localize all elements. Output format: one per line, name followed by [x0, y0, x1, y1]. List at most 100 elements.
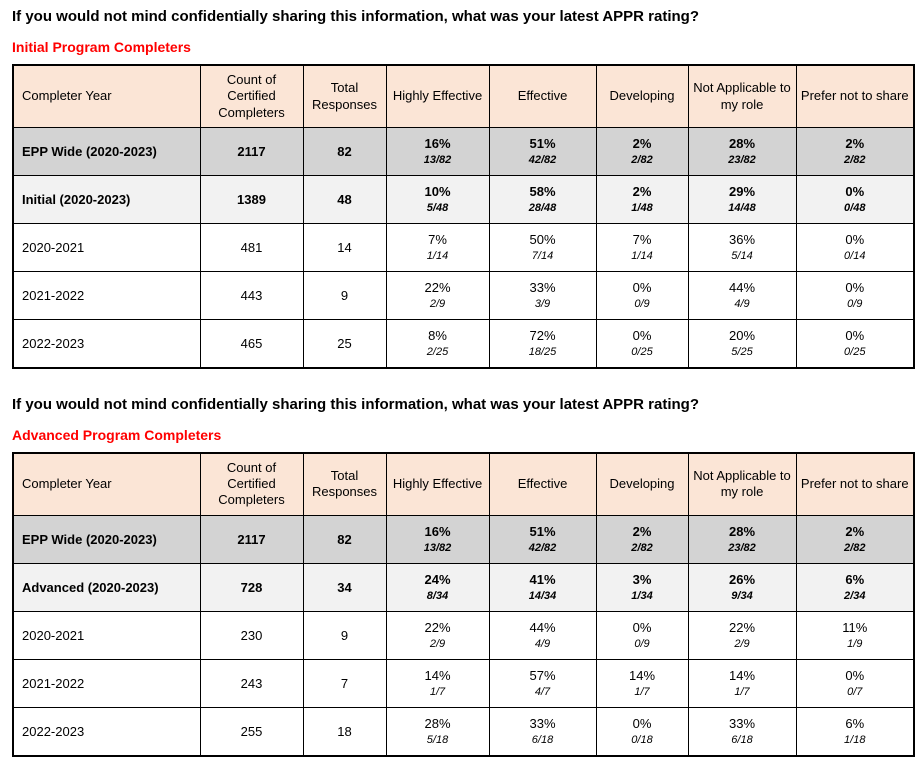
- rating-cell: 51% 42/82: [488, 515, 597, 565]
- rating-percent: 0%: [632, 328, 652, 344]
- rating-fraction: 1/7: [634, 686, 650, 699]
- section-subtitle: Initial Program Completers: [12, 39, 191, 55]
- table-header-row: Completer Year Count of Certified Complet…: [12, 64, 915, 129]
- column-header: Total Responses: [302, 64, 387, 129]
- rating-fraction: 2/82: [631, 542, 653, 555]
- certified-count-cell: 255: [199, 707, 304, 757]
- rating-cell: 16% 13/82: [385, 515, 490, 565]
- rating-fraction: 0/7: [847, 686, 863, 699]
- rating-cell: 10% 5/48: [385, 175, 490, 225]
- rating-percent: 24%: [424, 572, 451, 588]
- rating-fraction: 0/48: [844, 202, 866, 215]
- rating-cell: 33% 6/18: [687, 707, 797, 757]
- rating-fraction: 7/14: [531, 250, 554, 263]
- rating-percent: 2%: [632, 184, 652, 200]
- rating-fraction: 5/18: [426, 733, 449, 746]
- rating-percent: 0%: [632, 620, 652, 636]
- rating-cell: 6% 2/34: [795, 563, 915, 613]
- rating-percent: 44%: [728, 280, 756, 296]
- rating-cell: 58% 28/48: [488, 175, 597, 225]
- rating-cell: 20% 5/25: [687, 319, 797, 369]
- rating-percent: 33%: [728, 715, 756, 731]
- certified-count-cell: 243: [199, 659, 304, 709]
- rating-cell: 14% 1/7: [385, 659, 490, 709]
- rating-percent: 0%: [845, 668, 865, 684]
- column-header: Count of Certified Completers: [199, 64, 304, 129]
- rating-percent: 7%: [632, 232, 652, 248]
- rating-cell: 11% 1/9: [795, 611, 915, 661]
- rating-cell: 22% 2/9: [385, 611, 490, 661]
- rating-fraction: 14/34: [528, 590, 557, 603]
- appr-rating-table: Completer Year Count of Certified Complet…: [12, 63, 915, 369]
- rating-fraction: 0/14: [844, 250, 866, 263]
- table-header-row: Completer Year Count of Certified Complet…: [12, 452, 915, 517]
- column-header: Developing: [595, 64, 689, 129]
- rating-percent: 20%: [728, 328, 756, 344]
- completer-year-cell: 2020-2021: [12, 611, 201, 661]
- rating-fraction: 0/9: [634, 298, 650, 311]
- rating-fraction: 23/82: [728, 542, 756, 555]
- rating-fraction: 0/9: [847, 298, 863, 311]
- rating-percent: 41%: [529, 572, 556, 588]
- rating-percent: 14%: [424, 668, 451, 684]
- column-header: Prefer not to share: [795, 64, 915, 129]
- rating-fraction: 18/25: [528, 346, 557, 359]
- column-header: Highly Effective: [385, 64, 490, 129]
- rating-percent: 2%: [632, 524, 652, 540]
- rating-percent: 7%: [428, 232, 447, 248]
- rating-percent: 2%: [845, 136, 865, 152]
- rating-percent: 8%: [428, 328, 447, 344]
- total-responses-cell: 9: [302, 271, 387, 321]
- rating-percent: 44%: [529, 620, 556, 636]
- rating-fraction: 6/18: [531, 733, 554, 746]
- certified-count-cell: 2117: [199, 127, 304, 177]
- column-header: Not Applicable to my role: [687, 452, 797, 517]
- rating-percent: 22%: [424, 620, 451, 636]
- certified-count-cell: 443: [199, 271, 304, 321]
- rating-percent: 2%: [632, 136, 652, 152]
- table-row: 2022-2023 255 18 28% 5/18 33% 6/18 0% 0/18 33% 6/1…: [12, 707, 915, 757]
- rating-fraction: 23/82: [728, 154, 756, 167]
- table-row: Initial (2020-2023) 1389 48 10% 5/48 58% 28/48…: [12, 175, 915, 225]
- rating-percent: 0%: [632, 280, 652, 296]
- rating-percent: 16%: [424, 524, 451, 540]
- rating-fraction: 5/48: [426, 202, 449, 215]
- rating-percent: 22%: [728, 620, 756, 636]
- rating-fraction: 0/9: [634, 638, 650, 651]
- rating-cell: 7% 1/14: [385, 223, 490, 273]
- rating-fraction: 1/48: [631, 202, 653, 215]
- table-row: EPP Wide (2020-2023) 2117 82 16% 13/82 51% 42/…: [12, 127, 915, 177]
- section-subtitle: Advanced Program Completers: [12, 426, 222, 443]
- rating-percent: 22%: [424, 280, 451, 296]
- total-responses-cell: 14: [302, 223, 387, 273]
- rating-cell: 72% 18/25: [488, 319, 597, 369]
- rating-fraction: 42/82: [528, 542, 557, 555]
- rating-percent: 51%: [529, 524, 556, 540]
- completer-year-cell: 2022-2023: [12, 319, 201, 369]
- rating-percent: 16%: [424, 136, 451, 152]
- rating-percent: 0%: [845, 184, 865, 200]
- completer-year-cell: 2021-2022: [12, 271, 201, 321]
- column-header: Developing: [595, 452, 689, 517]
- rating-fraction: 1/7: [429, 686, 446, 699]
- table-body: EPP Wide (2020-2023) 2117 82 16% 13/82 51% 42/…: [12, 515, 915, 757]
- rating-cell: 41% 14/34: [488, 563, 597, 613]
- certified-count-cell: 1389: [199, 175, 304, 225]
- rating-cell: 3% 1/34: [595, 563, 689, 613]
- rating-fraction: 2/9: [429, 298, 446, 311]
- column-header: Total Responses: [302, 452, 387, 517]
- column-header: Completer Year: [12, 64, 201, 129]
- rating-fraction: 9/34: [731, 590, 753, 603]
- rating-fraction: 4/9: [734, 298, 750, 311]
- column-header: Highly Effective: [385, 452, 490, 517]
- rating-percent: 6%: [845, 572, 865, 588]
- rating-cell: 0% 0/14: [795, 223, 915, 273]
- appr-rating-table: Completer Year Count of Certified Complet…: [12, 451, 915, 757]
- rating-percent: 3%: [632, 572, 652, 588]
- total-responses-cell: 9: [302, 611, 387, 661]
- rating-cell: 2% 2/82: [795, 515, 915, 565]
- rating-percent: 58%: [529, 184, 556, 200]
- rating-fraction: 2/9: [429, 638, 446, 651]
- completer-year-cell: Advanced (2020-2023): [12, 563, 201, 613]
- rating-fraction: 2/82: [844, 154, 866, 167]
